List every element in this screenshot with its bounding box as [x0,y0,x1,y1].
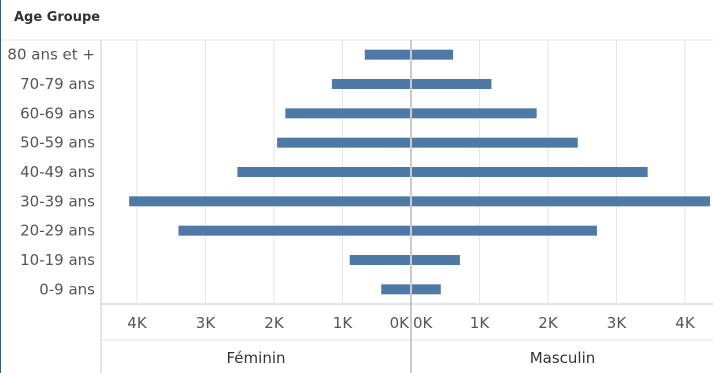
bar-feminin[interactable] [277,137,410,148]
x-tick-label-left: 3K [196,314,217,332]
x-tick-label-right: 4K [675,314,696,332]
bar-masculin[interactable] [412,79,492,89]
x-tick-label-right: 1K [470,314,491,332]
x-tick-label-left: 0K [390,314,411,332]
x-tick-label-right: 3K [607,314,628,332]
bar-feminin[interactable] [237,167,410,177]
bar-masculin[interactable] [412,255,460,265]
x-tick-label-right: 0K [413,314,434,332]
panel-label-masculin: Masculin [530,349,596,367]
bar-masculin[interactable] [412,196,710,207]
bar-masculin[interactable] [412,49,454,60]
category-label: 50-59 ans [20,134,95,152]
category-label: 0-9 ans [39,280,95,298]
bar-masculin[interactable] [412,225,597,236]
category-label: 10-19 ans [20,251,95,269]
x-tick-label-left: 2K [264,314,285,332]
bar-masculin[interactable] [412,167,648,177]
bar-masculin[interactable] [412,108,537,119]
bar-feminin[interactable] [178,225,410,236]
bar-feminin[interactable] [381,284,410,295]
bar-feminin[interactable] [349,255,410,265]
category-label: 70-79 ans [20,75,95,93]
x-tick-label-right: 2K [538,314,559,332]
row-header-label: Age Groupe [14,10,101,25]
bar-feminin[interactable] [129,196,410,207]
category-label: 60-69 ans [20,104,95,122]
category-label: 40-49 ans [20,163,95,181]
category-label: 20-29 ans [20,222,95,240]
bar-masculin[interactable] [412,137,578,148]
labels-layer: 80 ans et + 70-79 ans 60-69 ans 50-59 ans 40… [7,46,695,367]
category-label: 30-39 ans [20,192,95,210]
bars-layer [129,49,710,295]
bar-feminin[interactable] [364,49,410,60]
bar-feminin[interactable] [331,79,410,89]
panel-label-feminin: Féminin [227,349,286,367]
x-tick-label-left: 4K [127,314,148,332]
category-label: 80 ans et + [7,46,95,64]
x-tick-label-left: 1K [333,314,354,332]
bar-masculin[interactable] [412,284,441,295]
bar-feminin[interactable] [285,108,410,119]
